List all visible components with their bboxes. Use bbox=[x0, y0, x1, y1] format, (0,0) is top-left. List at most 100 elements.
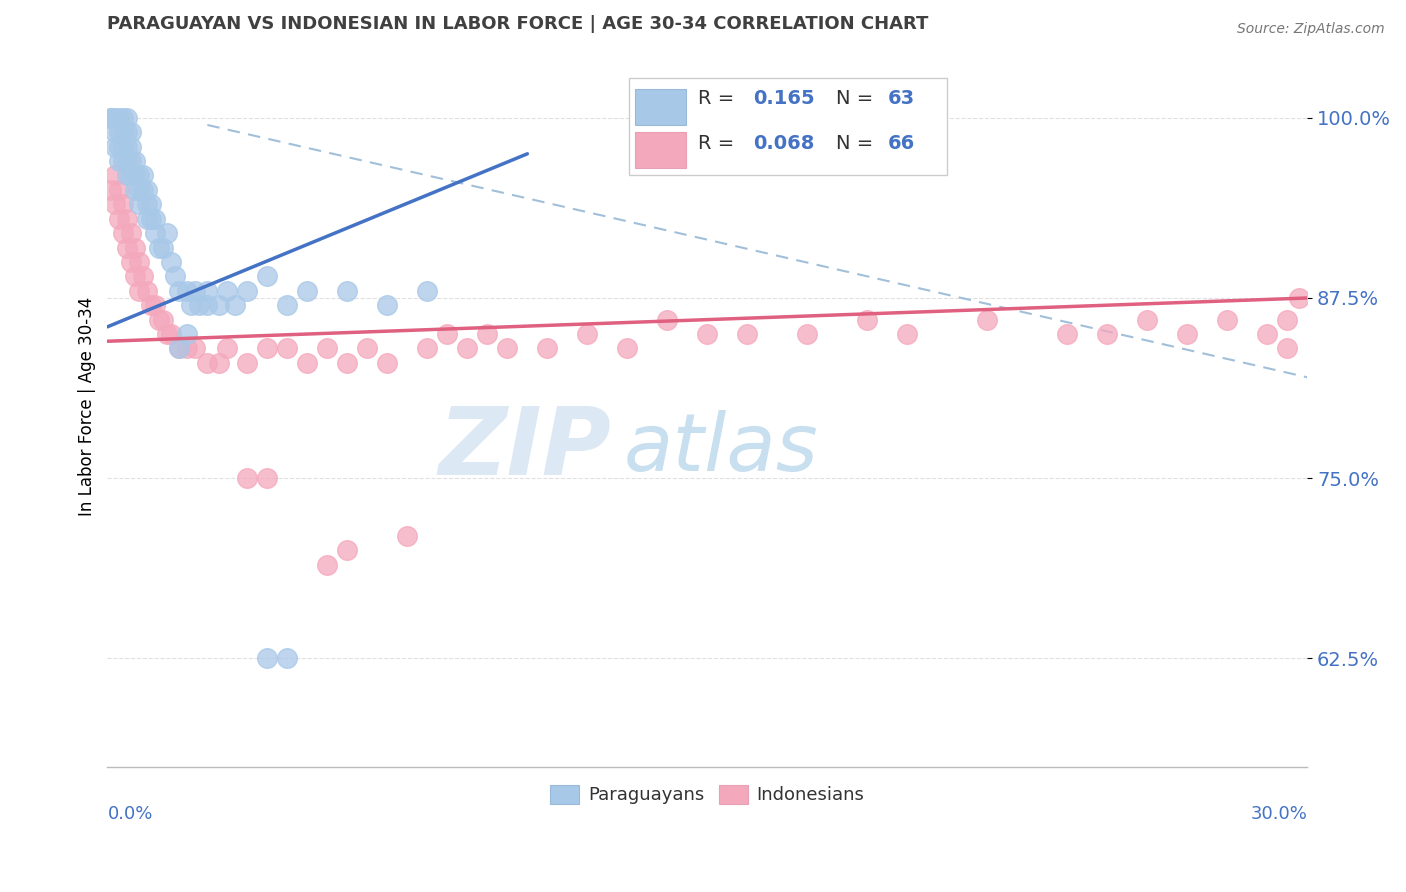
Point bbox=[236, 356, 259, 370]
Point bbox=[336, 543, 359, 558]
Point bbox=[112, 125, 135, 139]
Point bbox=[256, 342, 278, 356]
Text: 66: 66 bbox=[887, 135, 914, 153]
Point bbox=[112, 197, 135, 211]
Text: R =: R = bbox=[697, 89, 740, 108]
Point bbox=[117, 154, 139, 169]
Point bbox=[195, 284, 218, 298]
Point bbox=[141, 298, 163, 312]
Point bbox=[169, 284, 191, 298]
Point bbox=[128, 255, 150, 269]
FancyBboxPatch shape bbox=[636, 132, 686, 169]
Point bbox=[120, 226, 142, 240]
Point bbox=[156, 326, 179, 341]
Text: 30.0%: 30.0% bbox=[1250, 805, 1308, 823]
Point bbox=[148, 312, 170, 326]
Point bbox=[416, 284, 439, 298]
Point bbox=[128, 183, 150, 197]
Point bbox=[496, 342, 519, 356]
Point bbox=[108, 211, 131, 226]
Point bbox=[128, 284, 150, 298]
Point bbox=[128, 197, 150, 211]
Point bbox=[104, 111, 127, 125]
Point bbox=[657, 312, 679, 326]
Point bbox=[276, 651, 298, 665]
Point bbox=[141, 211, 163, 226]
Point bbox=[297, 356, 319, 370]
Point bbox=[477, 326, 499, 341]
Point bbox=[1216, 312, 1239, 326]
Point bbox=[188, 298, 211, 312]
Point bbox=[117, 111, 139, 125]
Point bbox=[236, 471, 259, 485]
Point bbox=[120, 169, 142, 183]
Point bbox=[145, 226, 167, 240]
Point bbox=[120, 255, 142, 269]
Point bbox=[217, 342, 239, 356]
Point bbox=[108, 139, 131, 153]
Point bbox=[117, 139, 139, 153]
Point bbox=[148, 240, 170, 254]
Point bbox=[377, 298, 399, 312]
Point bbox=[1288, 291, 1310, 305]
Point bbox=[896, 326, 918, 341]
Point bbox=[416, 342, 439, 356]
Point bbox=[124, 269, 146, 284]
Point bbox=[1056, 326, 1078, 341]
Text: PARAGUAYAN VS INDONESIAN IN LABOR FORCE | AGE 30-34 CORRELATION CHART: PARAGUAYAN VS INDONESIAN IN LABOR FORCE … bbox=[107, 15, 929, 33]
Point bbox=[120, 154, 142, 169]
Point bbox=[377, 356, 399, 370]
Point bbox=[169, 342, 191, 356]
Point bbox=[124, 183, 146, 197]
Y-axis label: In Labor Force | Age 30-34: In Labor Force | Age 30-34 bbox=[79, 296, 96, 516]
Point bbox=[112, 139, 135, 153]
Point bbox=[112, 226, 135, 240]
Point bbox=[132, 169, 155, 183]
Point bbox=[576, 326, 599, 341]
Point bbox=[136, 284, 159, 298]
Point bbox=[112, 154, 135, 169]
Point bbox=[176, 284, 198, 298]
Point bbox=[1277, 312, 1299, 326]
Point bbox=[276, 298, 298, 312]
Point bbox=[160, 326, 183, 341]
Point bbox=[117, 240, 139, 254]
Point bbox=[152, 312, 174, 326]
Text: N =: N = bbox=[835, 135, 879, 153]
Point bbox=[165, 269, 187, 284]
Point bbox=[117, 169, 139, 183]
Point bbox=[356, 342, 378, 356]
Point bbox=[128, 169, 150, 183]
Point bbox=[208, 298, 231, 312]
Point bbox=[136, 183, 159, 197]
Point bbox=[224, 298, 246, 312]
Point bbox=[1097, 326, 1119, 341]
Point bbox=[108, 154, 131, 169]
Point bbox=[108, 183, 131, 197]
Point bbox=[184, 284, 207, 298]
Point bbox=[104, 197, 127, 211]
Point bbox=[276, 342, 298, 356]
Point bbox=[169, 342, 191, 356]
Text: 0.068: 0.068 bbox=[754, 135, 814, 153]
Point bbox=[160, 255, 183, 269]
Point bbox=[145, 211, 167, 226]
Point bbox=[336, 284, 359, 298]
Point bbox=[176, 342, 198, 356]
Text: Source: ZipAtlas.com: Source: ZipAtlas.com bbox=[1237, 22, 1385, 37]
Point bbox=[108, 111, 131, 125]
Point bbox=[180, 298, 202, 312]
Point bbox=[1175, 326, 1198, 341]
Text: R =: R = bbox=[697, 135, 740, 153]
Point bbox=[108, 125, 131, 139]
Point bbox=[145, 298, 167, 312]
Point bbox=[1277, 342, 1299, 356]
Point bbox=[104, 125, 127, 139]
Point bbox=[104, 169, 127, 183]
Point bbox=[217, 284, 239, 298]
Legend: Paraguayans, Indonesians: Paraguayans, Indonesians bbox=[543, 778, 872, 812]
Point bbox=[256, 269, 278, 284]
Point bbox=[100, 111, 122, 125]
Point bbox=[856, 312, 879, 326]
Point bbox=[136, 211, 159, 226]
